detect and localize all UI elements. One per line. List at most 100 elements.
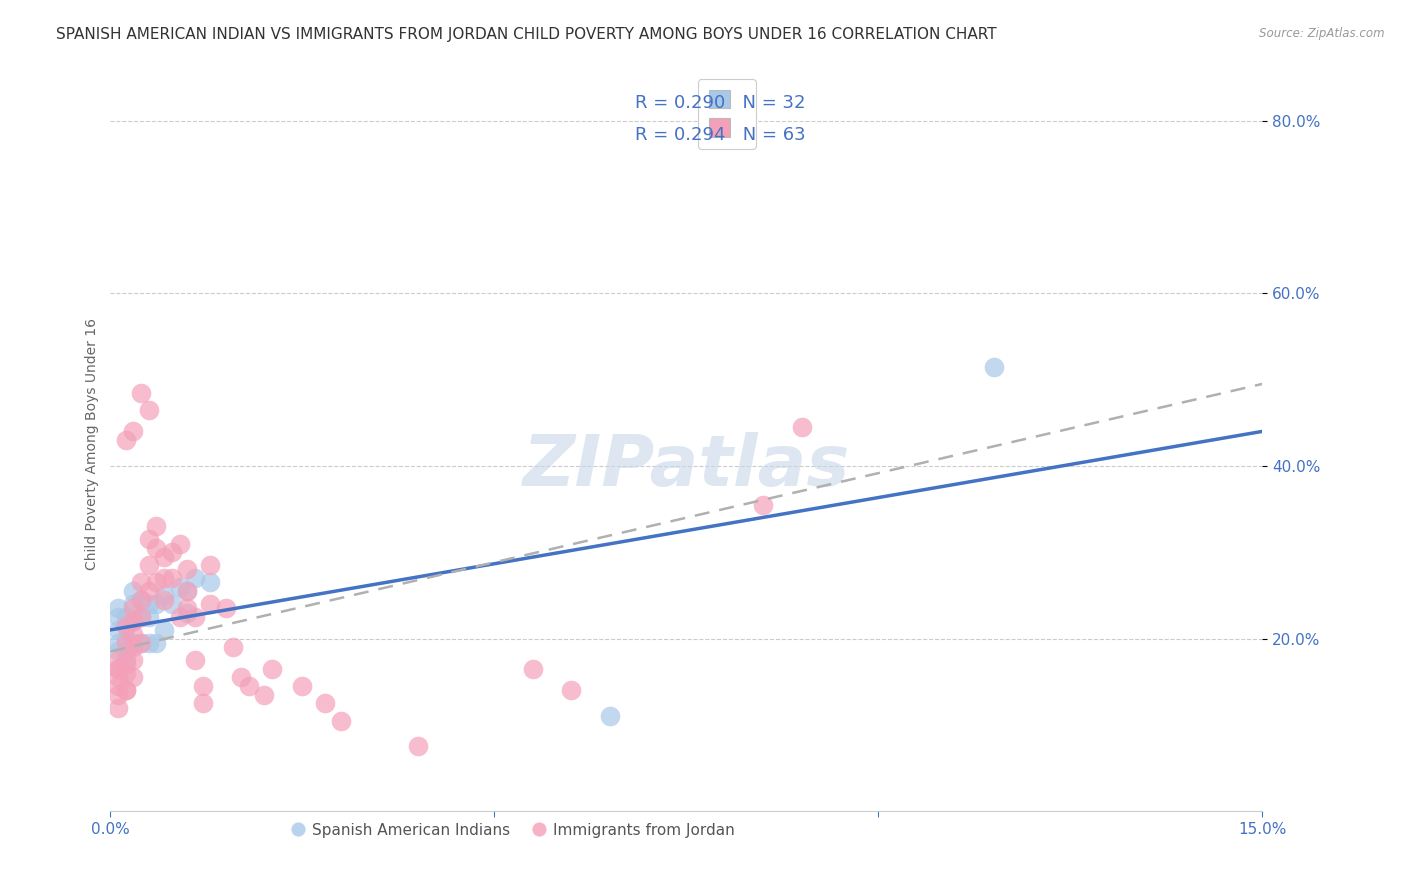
- Point: [122, 601, 145, 615]
- Point: [129, 636, 152, 650]
- Point: [200, 575, 222, 590]
- Point: [752, 498, 775, 512]
- Point: [184, 610, 207, 624]
- Point: [114, 644, 136, 658]
- Text: R = 0.294   N = 63: R = 0.294 N = 63: [634, 126, 806, 144]
- Point: [122, 425, 145, 439]
- Point: [260, 662, 283, 676]
- Point: [253, 688, 276, 702]
- Point: [122, 614, 145, 628]
- Point: [184, 571, 207, 585]
- Text: SPANISH AMERICAN INDIAN VS IMMIGRANTS FROM JORDAN CHILD POVERTY AMONG BOYS UNDER: SPANISH AMERICAN INDIAN VS IMMIGRANTS FR…: [56, 27, 997, 42]
- Point: [138, 584, 160, 599]
- Point: [129, 592, 152, 607]
- Point: [790, 420, 813, 434]
- Point: [169, 610, 191, 624]
- Point: [291, 679, 314, 693]
- Point: [114, 666, 136, 681]
- Y-axis label: Child Poverty Among Boys Under 16: Child Poverty Among Boys Under 16: [86, 318, 100, 570]
- Point: [160, 597, 183, 611]
- Point: [214, 601, 236, 615]
- Point: [122, 597, 145, 611]
- Text: R = 0.290   N = 32: R = 0.290 N = 32: [634, 94, 806, 112]
- Point: [169, 536, 191, 550]
- Point: [129, 575, 152, 590]
- Point: [153, 549, 176, 564]
- Point: [114, 618, 136, 632]
- Point: [406, 739, 429, 754]
- Point: [107, 662, 129, 676]
- Point: [107, 636, 129, 650]
- Point: [138, 636, 160, 650]
- Point: [138, 533, 160, 547]
- Point: [138, 610, 160, 624]
- Point: [107, 623, 129, 637]
- Point: [107, 601, 129, 615]
- Point: [129, 385, 152, 400]
- Point: [145, 541, 167, 555]
- Point: [184, 653, 207, 667]
- Point: [176, 584, 198, 599]
- Text: Source: ZipAtlas.com: Source: ZipAtlas.com: [1260, 27, 1385, 40]
- Point: [222, 640, 245, 655]
- Point: [160, 571, 183, 585]
- Legend: Spanish American Indians, Immigrants from Jordan: Spanish American Indians, Immigrants fro…: [287, 817, 741, 844]
- Point: [200, 597, 222, 611]
- Point: [129, 592, 152, 607]
- Point: [122, 614, 145, 628]
- Point: [191, 696, 214, 710]
- Point: [314, 696, 336, 710]
- Point: [114, 653, 136, 667]
- Point: [560, 683, 582, 698]
- Point: [153, 571, 176, 585]
- Text: ZIPatlas: ZIPatlas: [523, 432, 851, 500]
- Point: [114, 683, 136, 698]
- Point: [329, 714, 352, 728]
- Point: [145, 519, 167, 533]
- Point: [138, 558, 160, 573]
- Point: [191, 679, 214, 693]
- Point: [107, 662, 129, 676]
- Point: [160, 545, 183, 559]
- Point: [107, 700, 129, 714]
- Point: [145, 597, 167, 611]
- Point: [107, 679, 129, 693]
- Point: [200, 558, 222, 573]
- Point: [107, 653, 129, 667]
- Point: [114, 433, 136, 447]
- Point: [114, 618, 136, 632]
- Point: [107, 670, 129, 684]
- Point: [153, 588, 176, 602]
- Point: [153, 623, 176, 637]
- Point: [129, 610, 152, 624]
- Point: [129, 610, 152, 624]
- Point: [138, 597, 160, 611]
- Point: [145, 575, 167, 590]
- Point: [169, 580, 191, 594]
- Point: [122, 653, 145, 667]
- Point: [176, 606, 198, 620]
- Point: [114, 636, 136, 650]
- Point: [522, 662, 544, 676]
- Point: [107, 610, 129, 624]
- Point: [599, 709, 621, 723]
- Point: [122, 636, 145, 650]
- Point: [983, 359, 1005, 374]
- Point: [122, 670, 145, 684]
- Point: [114, 683, 136, 698]
- Point: [129, 636, 152, 650]
- Point: [122, 584, 145, 599]
- Point: [107, 644, 129, 658]
- Point: [114, 610, 136, 624]
- Point: [238, 679, 260, 693]
- Point: [114, 632, 136, 646]
- Point: [114, 657, 136, 672]
- Point: [176, 562, 198, 576]
- Point: [107, 688, 129, 702]
- Point: [145, 636, 167, 650]
- Point: [229, 670, 252, 684]
- Point: [176, 601, 198, 615]
- Point: [122, 640, 145, 655]
- Point: [122, 627, 145, 641]
- Point: [138, 402, 160, 417]
